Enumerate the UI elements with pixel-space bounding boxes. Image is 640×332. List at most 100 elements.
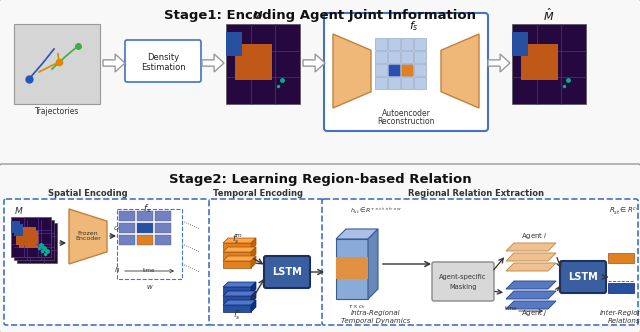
FancyBboxPatch shape — [521, 44, 558, 80]
FancyBboxPatch shape — [414, 38, 426, 50]
Polygon shape — [223, 247, 256, 252]
Text: Regional Relation Extraction: Regional Relation Extraction — [408, 190, 544, 199]
FancyBboxPatch shape — [560, 261, 606, 293]
Text: Intra-Regional: Intra-Regional — [351, 310, 401, 316]
Text: Estimation: Estimation — [141, 62, 186, 71]
FancyBboxPatch shape — [209, 199, 323, 325]
Text: Relations: Relations — [608, 318, 640, 324]
FancyBboxPatch shape — [155, 211, 171, 221]
FancyBboxPatch shape — [414, 51, 426, 63]
Polygon shape — [223, 282, 256, 287]
Text: Stage2: Learning Region-based Relation: Stage2: Learning Region-based Relation — [169, 174, 471, 187]
FancyBboxPatch shape — [119, 223, 135, 233]
Polygon shape — [69, 209, 107, 264]
Text: Agent-specific: Agent-specific — [439, 274, 486, 280]
FancyBboxPatch shape — [14, 224, 23, 236]
Polygon shape — [251, 282, 256, 294]
FancyBboxPatch shape — [17, 223, 57, 263]
FancyBboxPatch shape — [375, 38, 387, 50]
FancyBboxPatch shape — [235, 44, 272, 80]
Text: Stage1: Encoding Agent Joint Information: Stage1: Encoding Agent Joint Information — [164, 9, 476, 22]
Polygon shape — [251, 291, 256, 303]
Text: Temporal Encoding: Temporal Encoding — [213, 190, 303, 199]
FancyBboxPatch shape — [119, 211, 135, 221]
FancyBboxPatch shape — [512, 24, 586, 104]
Polygon shape — [506, 263, 556, 271]
Polygon shape — [223, 291, 256, 296]
Polygon shape — [223, 238, 256, 243]
Polygon shape — [506, 243, 556, 251]
FancyBboxPatch shape — [0, 0, 640, 168]
FancyBboxPatch shape — [14, 24, 100, 104]
FancyBboxPatch shape — [608, 283, 634, 293]
FancyBboxPatch shape — [388, 77, 400, 89]
FancyBboxPatch shape — [336, 257, 368, 279]
FancyBboxPatch shape — [155, 235, 171, 245]
FancyBboxPatch shape — [223, 243, 251, 250]
FancyBboxPatch shape — [608, 253, 634, 263]
Text: time: time — [505, 306, 517, 311]
FancyBboxPatch shape — [226, 24, 300, 104]
Text: $f_s^m$: $f_s^m$ — [232, 232, 243, 246]
Polygon shape — [368, 229, 378, 299]
Polygon shape — [336, 229, 378, 239]
Polygon shape — [506, 281, 556, 289]
FancyBboxPatch shape — [4, 199, 210, 325]
FancyBboxPatch shape — [375, 51, 387, 63]
Text: Spatial Encoding: Spatial Encoding — [48, 190, 128, 199]
Text: $M$: $M$ — [14, 206, 24, 216]
Text: $f_s^n$: $f_s^n$ — [232, 308, 241, 322]
Text: Reconstruction: Reconstruction — [377, 118, 435, 126]
FancyBboxPatch shape — [223, 305, 251, 312]
Text: Temporal Dynamics: Temporal Dynamics — [341, 318, 411, 324]
FancyBboxPatch shape — [512, 32, 528, 56]
Text: Agent $j$: Agent $j$ — [520, 308, 547, 318]
Text: Trajectories: Trajectories — [35, 108, 79, 117]
FancyBboxPatch shape — [223, 252, 251, 259]
Text: $M$: $M$ — [252, 9, 264, 21]
FancyBboxPatch shape — [401, 64, 413, 76]
FancyBboxPatch shape — [137, 235, 153, 245]
FancyBboxPatch shape — [119, 235, 135, 245]
Text: $h$: $h$ — [114, 265, 120, 274]
Text: Agent $i$: Agent $i$ — [520, 231, 547, 241]
Polygon shape — [506, 291, 556, 299]
FancyBboxPatch shape — [414, 64, 426, 76]
FancyBboxPatch shape — [19, 230, 39, 248]
FancyBboxPatch shape — [125, 40, 201, 82]
FancyBboxPatch shape — [0, 164, 640, 332]
FancyBboxPatch shape — [11, 217, 51, 257]
Text: LSTM: LSTM — [568, 272, 598, 282]
FancyBboxPatch shape — [22, 233, 42, 251]
Text: $c_f$: $c_f$ — [113, 224, 121, 234]
FancyBboxPatch shape — [11, 221, 20, 233]
FancyBboxPatch shape — [223, 296, 251, 303]
Polygon shape — [333, 34, 371, 108]
Text: $w$: $w$ — [146, 283, 154, 291]
Polygon shape — [251, 238, 256, 250]
Polygon shape — [303, 54, 325, 72]
FancyBboxPatch shape — [388, 38, 400, 50]
Text: $h_{st} \in R^{\tau \times c_h \times h \times w}$: $h_{st} \in R^{\tau \times c_h \times h … — [350, 206, 402, 216]
FancyBboxPatch shape — [14, 220, 54, 260]
FancyBboxPatch shape — [375, 64, 387, 76]
FancyBboxPatch shape — [375, 77, 387, 89]
FancyBboxPatch shape — [414, 77, 426, 89]
FancyBboxPatch shape — [226, 32, 243, 56]
Text: $f_s$: $f_s$ — [409, 19, 419, 33]
FancyBboxPatch shape — [264, 256, 310, 288]
FancyBboxPatch shape — [401, 51, 413, 63]
FancyBboxPatch shape — [336, 239, 368, 299]
Text: Density: Density — [147, 52, 179, 61]
FancyBboxPatch shape — [401, 77, 413, 89]
FancyBboxPatch shape — [324, 13, 488, 131]
FancyBboxPatch shape — [223, 287, 251, 294]
Text: Frozen
Encoder: Frozen Encoder — [75, 231, 101, 241]
Text: time: time — [143, 269, 156, 274]
Polygon shape — [202, 54, 224, 72]
FancyBboxPatch shape — [155, 223, 171, 233]
Polygon shape — [103, 54, 125, 72]
Text: $f_s$: $f_s$ — [143, 203, 151, 215]
FancyBboxPatch shape — [388, 64, 400, 76]
Polygon shape — [441, 34, 479, 108]
